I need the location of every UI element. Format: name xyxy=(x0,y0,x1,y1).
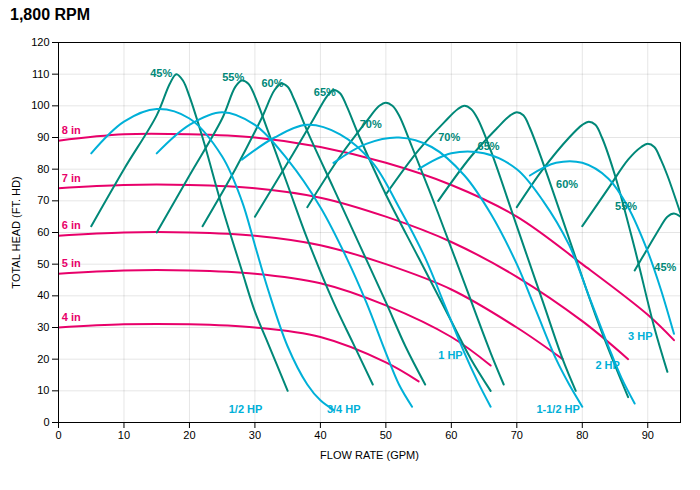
svg-text:60%: 60% xyxy=(261,77,283,89)
svg-text:5 in: 5 in xyxy=(62,257,81,269)
svg-text:100: 100 xyxy=(31,99,49,111)
svg-text:120: 120 xyxy=(31,36,49,48)
svg-text:30: 30 xyxy=(37,321,49,333)
svg-text:1 HP: 1 HP xyxy=(438,349,462,361)
svg-text:55%: 55% xyxy=(615,200,637,212)
svg-text:2 HP: 2 HP xyxy=(595,359,619,371)
svg-text:20: 20 xyxy=(183,429,195,441)
svg-text:90: 90 xyxy=(37,131,49,143)
svg-text:70%: 70% xyxy=(438,131,460,143)
svg-text:TOTAL HEAD (FT. HD): TOTAL HEAD (FT. HD) xyxy=(10,176,22,288)
svg-text:20: 20 xyxy=(37,353,49,365)
svg-text:4 in: 4 in xyxy=(62,311,81,323)
svg-text:70: 70 xyxy=(511,429,523,441)
svg-text:60%: 60% xyxy=(556,178,578,190)
svg-text:3/4 HP: 3/4 HP xyxy=(327,403,361,415)
svg-text:40: 40 xyxy=(37,289,49,301)
svg-text:FLOW RATE (GPM): FLOW RATE (GPM) xyxy=(320,449,419,461)
svg-text:50: 50 xyxy=(380,429,392,441)
svg-text:60: 60 xyxy=(37,226,49,238)
svg-text:0: 0 xyxy=(55,429,61,441)
svg-text:0: 0 xyxy=(43,416,49,428)
html-text:1,800 RPM: 1,800 RPM xyxy=(10,6,90,23)
svg-text:60: 60 xyxy=(445,429,457,441)
svg-text:70: 70 xyxy=(37,194,49,206)
svg-text:3 HP: 3 HP xyxy=(628,330,652,342)
svg-text:55%: 55% xyxy=(222,71,244,83)
svg-text:70%: 70% xyxy=(360,118,382,130)
svg-text:1-1/2 HP: 1-1/2 HP xyxy=(536,403,579,415)
svg-text:45%: 45% xyxy=(150,67,172,79)
svg-text:40: 40 xyxy=(314,429,326,441)
svg-text:45%: 45% xyxy=(654,261,676,273)
svg-text:65%: 65% xyxy=(478,140,500,152)
svg-text:7 in: 7 in xyxy=(62,172,81,184)
svg-text:110: 110 xyxy=(32,68,50,80)
svg-text:50: 50 xyxy=(37,258,49,270)
svg-text:10: 10 xyxy=(37,384,49,396)
svg-text:10: 10 xyxy=(118,429,130,441)
svg-text:80: 80 xyxy=(37,163,49,175)
svg-text:80: 80 xyxy=(576,429,588,441)
svg-text:90: 90 xyxy=(642,429,654,441)
svg-text:65%: 65% xyxy=(314,86,336,98)
svg-text:8 in: 8 in xyxy=(62,124,81,136)
svg-text:30: 30 xyxy=(249,429,261,441)
svg-text:1/2 HP: 1/2 HP xyxy=(229,403,263,415)
svg-text:6 in: 6 in xyxy=(62,219,81,231)
